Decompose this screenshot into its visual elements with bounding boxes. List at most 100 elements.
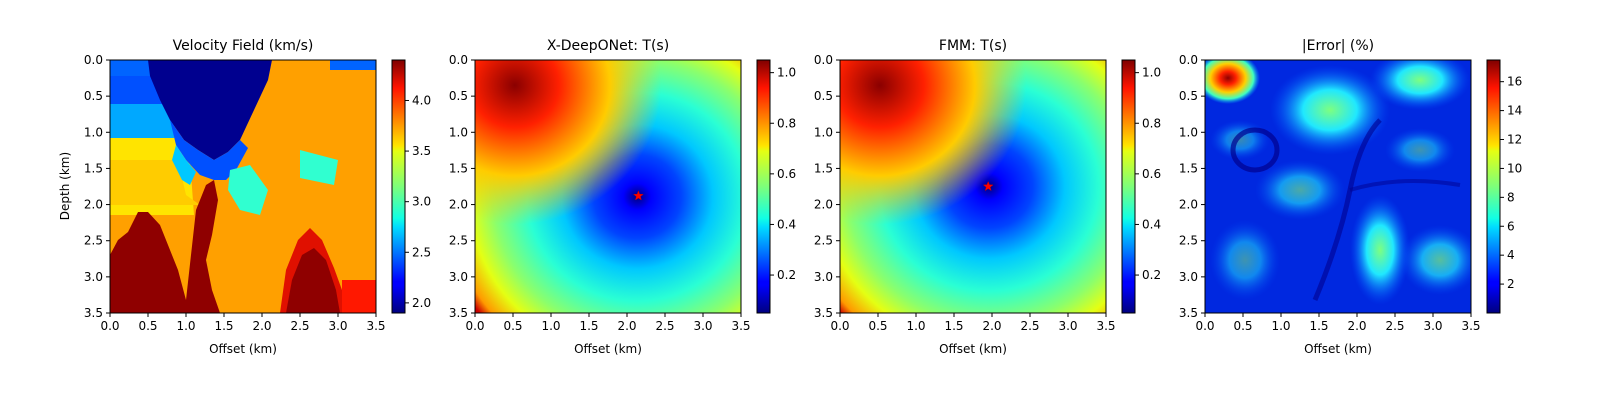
x-tick-label: 1.5 (944, 319, 963, 333)
y-tick-label: 1.5 (449, 161, 468, 175)
velocity-colorbar: 2.0 2.5 3.0 3.5 4.0 (391, 59, 431, 314)
velocity-xlabel: Offset (km) (209, 342, 277, 356)
fmm-panel: FMM: T(s) 0.0 0.5 1.0 1.5 2.0 2.5 3.0 3.50.00.5… (814, 38, 1161, 356)
y-tick-label: 2.5 (84, 234, 103, 248)
x-tick-label: 1.5 (214, 319, 233, 333)
colorbar-tick-label: 14 (1507, 104, 1522, 118)
xdeeponet-xlabel: Offset (km) (574, 342, 642, 356)
xdeeponet-title: X-DeepONet: T(s) (547, 38, 669, 54)
x-tick-label: 3.5 (366, 319, 385, 333)
x-tick-label: 3.5 (731, 319, 750, 333)
velocity-wedge-rim (170, 120, 248, 180)
x-tick-label: 1.5 (1309, 319, 1328, 333)
fmm-axes: 0.0 0.5 1.0 1.5 2.0 2.5 3.0 3.50.00.51.01.52.02… (814, 53, 1116, 333)
colorbar-tick-label: 0.6 (777, 167, 796, 181)
velocity-deep-mid (186, 180, 220, 313)
velocity-right-strip (330, 60, 376, 70)
xdeeponet-heatmap (475, 60, 741, 313)
y-tick-label: 3.0 (814, 270, 833, 284)
y-tick-label: 0.0 (1179, 53, 1198, 67)
x-tick-label: 3.0 (1058, 319, 1077, 333)
x-tick-label: 1.0 (176, 319, 195, 333)
fmm-xlabel: Offset (km) (939, 342, 1007, 356)
error-colorbar: 2 4 6 8 10 12 14 16 (1486, 59, 1522, 314)
y-tick-label: 2.0 (449, 198, 468, 212)
colorbar-tick-label: 16 (1507, 75, 1522, 89)
colorbar-tick-label: 1.0 (1142, 66, 1161, 80)
velocity-bottom-right (342, 280, 376, 313)
y-tick-label: 3.5 (1179, 306, 1198, 320)
velocity-deep-left (110, 212, 190, 313)
x-tick-label: 2.0 (1347, 319, 1366, 333)
x-tick-label: 0.5 (868, 319, 887, 333)
colorbar-tick-label: 0.4 (777, 217, 796, 231)
fmm-title: FMM: T(s) (939, 38, 1007, 54)
velocity-ylabel: Depth (km) (58, 152, 72, 220)
y-tick-label: 0.5 (814, 89, 833, 103)
colorbar-tick-label: 3.0 (412, 195, 431, 209)
y-tick-label: 0.0 (449, 53, 468, 67)
colorbar-tick-label: 2.0 (412, 296, 431, 310)
velocity-panel: Velocity Field (km/s) 0.0 0.5 1.0 1.5 (58, 38, 431, 356)
fmm-colorbar: 0.2 0.4 0.6 0.8 1.0 (1121, 59, 1161, 314)
x-tick-label: 3.5 (1096, 319, 1115, 333)
y-tick-label: 0.5 (1179, 89, 1198, 103)
x-tick-label: 1.0 (1271, 319, 1290, 333)
y-tick-label: 1.5 (814, 161, 833, 175)
error-peak (1205, 60, 1260, 104)
y-tick-label: 2.5 (449, 234, 468, 248)
velocity-mid-green (228, 165, 268, 215)
x-tick-label: 0.0 (465, 319, 484, 333)
y-tick-label: 0.0 (84, 53, 103, 67)
xdeeponet-axes: 0.0 0.5 1.0 1.5 2.0 2.5 3.0 3.50.00.51.01.52.02… (449, 53, 751, 333)
y-tick-label: 0.5 (449, 89, 468, 103)
x-tick-label: 2.0 (252, 319, 271, 333)
x-tick-label: 2.0 (982, 319, 1001, 333)
x-tick-label: 2.5 (290, 319, 309, 333)
y-tick-label: 3.0 (449, 270, 468, 284)
colorbar-tick-label: 0.8 (777, 116, 796, 130)
y-tick-label: 0.5 (84, 89, 103, 103)
colorbar-tick-label: 0.6 (1142, 167, 1161, 181)
error-xlabel: Offset (km) (1304, 342, 1372, 356)
x-tick-label: 3.0 (693, 319, 712, 333)
x-tick-label: 0.0 (830, 319, 849, 333)
colorbar-tick-label: 1.0 (777, 66, 796, 80)
error-heatmap (1205, 60, 1471, 313)
xdeeponet-panel: X-DeepONet: T(s) 0.0 0.5 1.0 1.5 2.0 2.5 3.0 3.… (449, 38, 796, 356)
x-tick-label: 0.0 (100, 319, 119, 333)
x-tick-label: 2.5 (1020, 319, 1039, 333)
y-tick-label: 1.0 (814, 125, 833, 139)
y-tick-label: 3.5 (814, 306, 833, 320)
velocity-deep-right-core (286, 248, 340, 313)
error-title: |Error| (%) (1302, 38, 1374, 54)
colorbar-tick-label: 2.5 (412, 245, 431, 259)
y-tick-label: 3.5 (449, 306, 468, 320)
velocity-layer-3 (110, 104, 174, 138)
colorbar-tick-label: 0.2 (777, 268, 796, 282)
y-tick-label: 1.5 (84, 161, 103, 175)
y-tick-label: 3.5 (84, 306, 103, 320)
source-star-marker (632, 190, 644, 201)
y-tick-label: 2.0 (84, 198, 103, 212)
y-tick-label: 1.0 (84, 125, 103, 139)
y-tick-label: 3.0 (1179, 270, 1198, 284)
colorbar-tick-label: 4 (1507, 248, 1515, 262)
xdeeponet-colorbar: 0.2 0.4 0.6 0.8 1.0 (756, 59, 796, 314)
colorbar-tick-label: 3.5 (412, 144, 431, 158)
error-panel: |Error| (%) 0.0 0.5 1.0 1.5 2.0 2.5 3.0 3.50.00… (1179, 38, 1522, 356)
y-tick-label: 0.0 (814, 53, 833, 67)
x-tick-label: 0.5 (503, 319, 522, 333)
error-axes: 0.0 0.5 1.0 1.5 2.0 2.5 3.0 3.50.00.51.01.52.02… (1179, 53, 1481, 333)
velocity-layer-5 (110, 160, 200, 205)
y-tick-label: 1.5 (1179, 161, 1198, 175)
x-tick-label: 2.0 (617, 319, 636, 333)
y-tick-label: 2.0 (1179, 198, 1198, 212)
colorbar-tick-label: 2 (1507, 277, 1515, 291)
velocity-low-wedge (148, 60, 272, 160)
y-tick-label: 1.0 (449, 125, 468, 139)
colorbar-tick-label: 10 (1507, 161, 1522, 175)
colorbar-tick-label: 6 (1507, 219, 1515, 233)
y-tick-label: 1.0 (1179, 125, 1198, 139)
